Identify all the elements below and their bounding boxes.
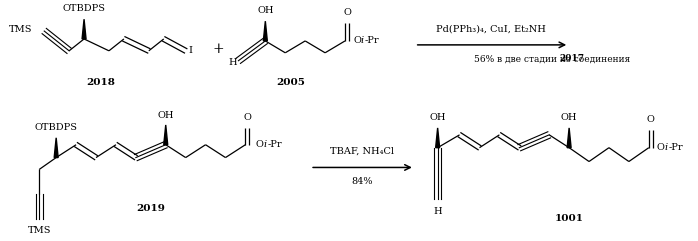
Text: H: H [228, 58, 237, 67]
Text: H: H [433, 207, 442, 216]
Text: TMS: TMS [27, 226, 51, 235]
Text: i: i [361, 36, 364, 45]
Text: -Pr: -Pr [365, 36, 380, 45]
Text: 2019: 2019 [136, 204, 165, 214]
Text: OTBDPS: OTBDPS [63, 4, 105, 13]
Polygon shape [82, 19, 86, 39]
Text: 2017: 2017 [559, 54, 584, 63]
Text: TBAF, NH₄Cl: TBAF, NH₄Cl [330, 147, 394, 156]
Text: -Pr: -Pr [669, 143, 683, 152]
Polygon shape [263, 21, 267, 41]
Text: 2018: 2018 [87, 78, 115, 87]
Text: -Pr: -Pr [267, 140, 282, 149]
Text: 1001: 1001 [555, 214, 584, 223]
Text: O: O [354, 36, 362, 45]
Text: TMS: TMS [9, 25, 33, 33]
Text: 84%: 84% [351, 177, 373, 186]
Text: +: + [213, 42, 224, 56]
Text: O: O [657, 143, 664, 152]
Polygon shape [567, 128, 571, 148]
Text: I: I [188, 46, 193, 55]
Text: 56% в две стадии из соединения: 56% в две стадии из соединения [475, 54, 634, 63]
Text: OH: OH [561, 113, 577, 122]
Text: O: O [343, 8, 351, 17]
Text: O: O [647, 115, 655, 124]
Text: OTBDPS: OTBDPS [35, 123, 77, 132]
Text: O: O [255, 140, 263, 149]
Polygon shape [54, 138, 58, 158]
Text: 2005: 2005 [276, 78, 304, 87]
Text: OH: OH [158, 111, 174, 120]
Text: OH: OH [429, 113, 446, 122]
Text: OH: OH [257, 6, 274, 15]
Text: i: i [263, 140, 267, 149]
Polygon shape [436, 128, 440, 148]
Text: Pd(PPh₃)₄, CuI, Et₂NH: Pd(PPh₃)₄, CuI, Et₂NH [436, 25, 547, 33]
Text: O: O [244, 113, 251, 122]
Text: i: i [664, 143, 668, 152]
Polygon shape [164, 125, 168, 145]
